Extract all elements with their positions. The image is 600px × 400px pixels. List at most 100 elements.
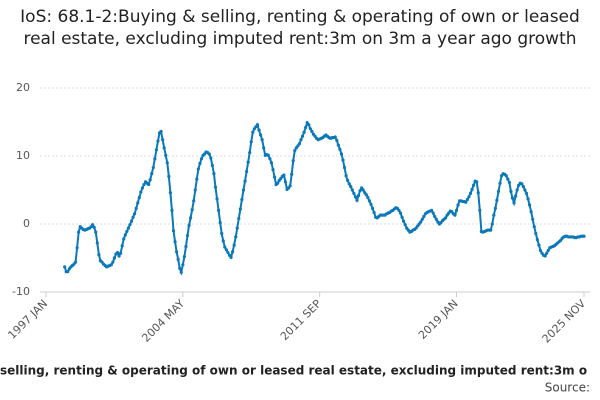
point (356, 193, 361, 198)
point (444, 216, 448, 220)
point (123, 233, 127, 237)
point (148, 178, 152, 182)
point (470, 187, 474, 191)
point (358, 189, 362, 193)
point (434, 217, 438, 221)
point (199, 157, 204, 161)
point (243, 179, 247, 183)
point (465, 197, 469, 202)
point (195, 177, 199, 181)
point (543, 254, 547, 258)
point (515, 188, 519, 192)
point (430, 208, 434, 212)
point (268, 157, 272, 161)
point (310, 129, 314, 134)
y-tick-label: 10 (16, 149, 30, 162)
point (532, 225, 536, 229)
point (63, 265, 67, 269)
point (283, 180, 288, 184)
point (335, 138, 339, 142)
point (154, 148, 158, 152)
point (189, 216, 193, 220)
point (352, 191, 356, 195)
point (369, 202, 373, 206)
point (355, 198, 359, 202)
point (260, 138, 264, 142)
point (75, 246, 79, 250)
point (534, 231, 538, 236)
point (366, 195, 370, 200)
point (196, 167, 200, 171)
y-tick-label: -10 (12, 285, 30, 298)
point (241, 188, 246, 192)
point (249, 140, 253, 144)
point (162, 146, 166, 150)
point (272, 175, 277, 179)
point (498, 181, 502, 185)
point (251, 130, 255, 134)
point (349, 185, 353, 189)
point (232, 243, 236, 247)
point (151, 165, 155, 170)
point (336, 143, 340, 147)
point (364, 193, 368, 197)
point (496, 189, 501, 193)
point (523, 188, 527, 192)
point (134, 206, 138, 210)
point (464, 200, 468, 204)
point (193, 188, 197, 192)
point (190, 208, 194, 212)
point (234, 235, 238, 239)
point (94, 230, 98, 234)
point (125, 229, 129, 234)
point (262, 146, 266, 150)
point (478, 208, 482, 212)
point (504, 174, 508, 178)
point (115, 250, 120, 255)
point (117, 254, 121, 258)
point (77, 230, 81, 234)
x-axis-label: selling, renting & operating of own or l… (0, 364, 587, 378)
point (229, 255, 233, 259)
point (350, 188, 354, 192)
point (472, 183, 476, 187)
point (344, 174, 348, 178)
point (73, 260, 78, 264)
point (212, 172, 216, 176)
series-line (63, 120, 584, 276)
point (456, 203, 460, 207)
point (402, 219, 406, 223)
x-tick-label: 2025 NOV (540, 297, 589, 346)
point (215, 197, 219, 201)
point (304, 125, 308, 130)
point (210, 163, 214, 168)
point (187, 223, 191, 227)
point (495, 198, 499, 202)
point (129, 219, 134, 223)
point (490, 222, 494, 226)
point (372, 210, 376, 215)
point (175, 250, 179, 254)
point (161, 138, 165, 142)
point (420, 217, 424, 221)
point (156, 139, 160, 143)
point (276, 181, 280, 185)
point (431, 211, 435, 215)
point (207, 152, 211, 156)
point (527, 203, 532, 207)
point (454, 208, 459, 212)
point (529, 210, 533, 214)
point (538, 248, 543, 253)
point (182, 255, 186, 259)
y-tick-label: 0 (23, 217, 30, 230)
point (288, 184, 292, 188)
chart-title: IoS: 68.1-2:Buying & selling, renting & … (20, 7, 580, 49)
point (126, 226, 131, 230)
point (271, 168, 275, 172)
x-tick-label: 2011 SEP (278, 297, 324, 343)
point (246, 160, 250, 164)
point (342, 165, 347, 170)
point (468, 191, 473, 195)
point (302, 130, 306, 134)
point (269, 161, 274, 165)
